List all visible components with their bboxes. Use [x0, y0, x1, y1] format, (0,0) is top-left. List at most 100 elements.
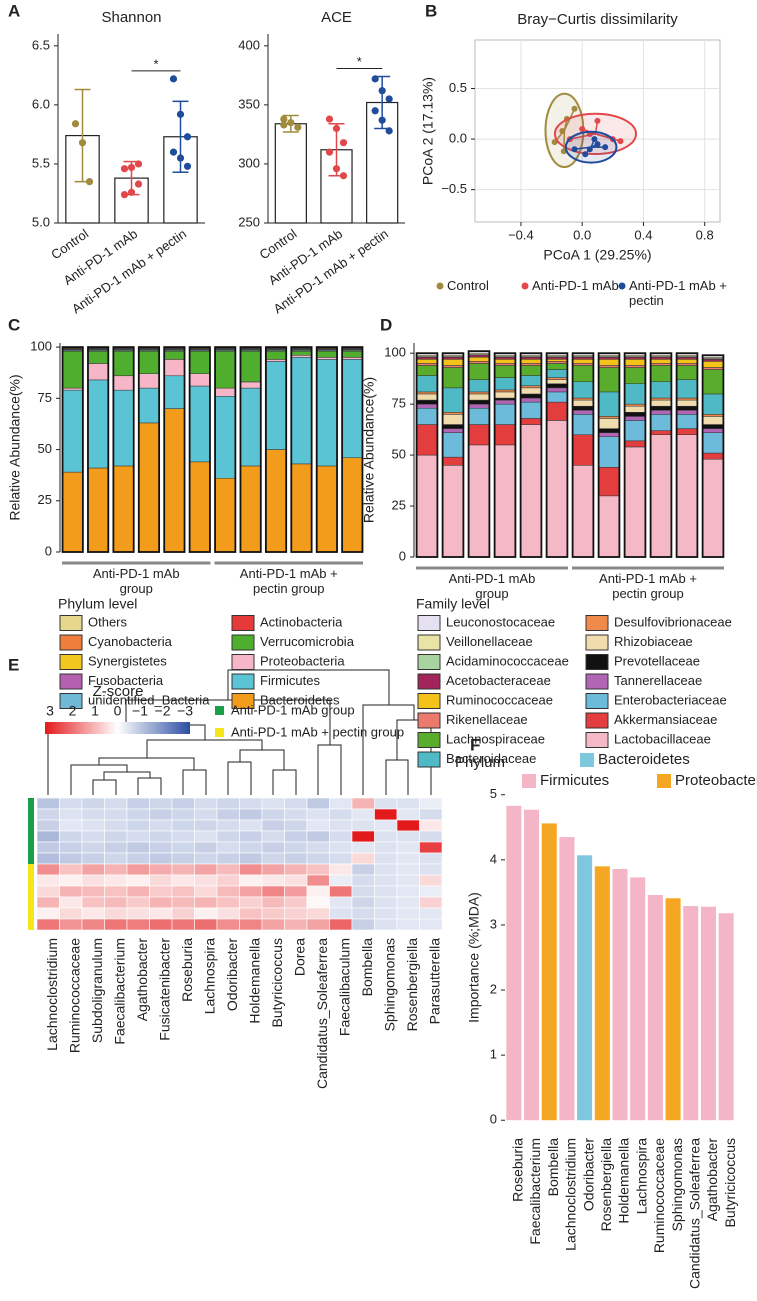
legend-title: Phylum: [455, 754, 505, 771]
heatmap-cell: [261, 874, 285, 887]
heatmap-cell: [104, 907, 128, 920]
heatmap-cell: [329, 907, 353, 920]
bar-segment: [624, 446, 646, 558]
legend-label: Rikenellaceae: [446, 712, 528, 727]
bar-segment: [163, 359, 185, 377]
bar-segment: [138, 387, 160, 424]
heatmap-cell: [149, 918, 173, 931]
data-point: [120, 191, 129, 199]
bar-outline: [649, 352, 673, 558]
heatmap-cell: [351, 874, 375, 887]
legend-label: Prevotellaceae: [614, 653, 700, 668]
heatmap-cell: [284, 896, 308, 909]
row-group-bar: [28, 798, 34, 809]
heatmap-cell: [126, 808, 150, 821]
heatmap-cell: [261, 852, 285, 865]
bar-segment: [650, 357, 672, 360]
bar-segment: [494, 389, 516, 393]
y-axis-label: PCoA 2 (17.13%): [420, 77, 436, 185]
heatmap-cell: [374, 918, 398, 931]
y-tick-label: 75: [38, 390, 52, 405]
heatmap-cell: [239, 885, 263, 898]
bar-segment: [598, 495, 620, 558]
heatmap-cell: [351, 852, 375, 865]
heatmap-cell: [171, 885, 195, 898]
bar-segment: [468, 363, 490, 380]
bar-segment: [702, 428, 724, 433]
legend-label: Proteobacteria: [675, 772, 757, 789]
column-label: Lachnospira: [201, 938, 217, 1014]
heatmap-cell: [59, 830, 83, 843]
bar-segment: [163, 375, 185, 409]
legend-label: Firmicutes: [260, 673, 320, 688]
column-label: Sphingomonas: [381, 938, 397, 1031]
data-point: [325, 115, 334, 123]
legend-swatch: [585, 615, 609, 631]
y-tick-label: 6.0: [32, 96, 50, 111]
legend-label: Rhizobiaceae: [614, 634, 693, 649]
y-tick-label: 5.5: [32, 155, 50, 170]
colorbar-tick-label: 2: [69, 703, 77, 719]
bar-segment: [598, 436, 620, 468]
dendrogram-branch: [98, 757, 195, 770]
heatmap-cell: [239, 907, 263, 920]
row-group-bar: [28, 853, 34, 864]
bar-segment: [494, 399, 516, 405]
bar-outline: [188, 346, 211, 553]
data-point: [571, 146, 578, 153]
heatmap-cell: [59, 885, 83, 898]
bar-segment: [598, 391, 620, 417]
legend-swatch: [231, 673, 255, 690]
data-point: [325, 148, 334, 156]
heatmap-cell: [306, 885, 330, 898]
bar: [700, 906, 716, 1121]
y-tick-label: 6.5: [32, 37, 50, 52]
heatmap-cell: [419, 863, 443, 876]
heatmap-cell: [149, 808, 173, 821]
bar-segment: [62, 471, 84, 553]
bar-segment: [416, 357, 438, 360]
bar-segment: [650, 359, 672, 364]
legend-swatch: [585, 673, 609, 690]
bar-segment: [702, 432, 724, 454]
bar-segment: [598, 428, 620, 433]
heatmap-cell: [194, 907, 218, 920]
legend-swatch: [417, 615, 441, 631]
heatmap-cell: [261, 896, 285, 909]
legend-label: Ruminococcaceae: [446, 692, 553, 707]
group-label: Anti-PD-1 mAb group: [92, 566, 180, 596]
column-label: Odoribacter: [224, 938, 240, 1011]
data-point: [594, 141, 601, 148]
legend-swatch: [59, 673, 83, 690]
bar-segment: [442, 367, 464, 389]
colorbar-tick-label: 3: [46, 703, 54, 719]
heatmap-cell: [36, 852, 60, 865]
panel-label: B: [425, 1, 437, 20]
x-tick-label: Holdemanella: [616, 1138, 632, 1224]
heatmap-cell: [126, 874, 150, 887]
column-label: Candidatus_Soleaferrea: [314, 938, 330, 1089]
bar: [541, 823, 557, 1121]
bar-segment: [468, 354, 490, 358]
y-tick-label: 350: [238, 96, 260, 111]
data-point: [280, 115, 288, 123]
legend-label: Bacteroidetes: [598, 751, 690, 768]
bar-segment: [442, 432, 464, 458]
bar-segment: [650, 414, 672, 431]
heatmap-cell: [284, 841, 308, 854]
data-point: [134, 180, 143, 188]
heatmap-cell: [306, 863, 330, 876]
dendrogram-branch: [146, 739, 263, 758]
heatmap-cell: [126, 885, 150, 898]
bar-segment: [676, 434, 698, 558]
data-point: [371, 75, 379, 83]
heatmap-cell: [329, 841, 353, 854]
chart-title: Shannon: [101, 9, 161, 26]
bar-segment: [468, 424, 490, 446]
bar-segment: [494, 397, 516, 401]
data-point: [127, 188, 136, 196]
bar-segment: [624, 412, 646, 417]
bar-segment: [572, 399, 594, 407]
heatmap-cell: [374, 907, 398, 920]
data-point: [586, 146, 593, 153]
